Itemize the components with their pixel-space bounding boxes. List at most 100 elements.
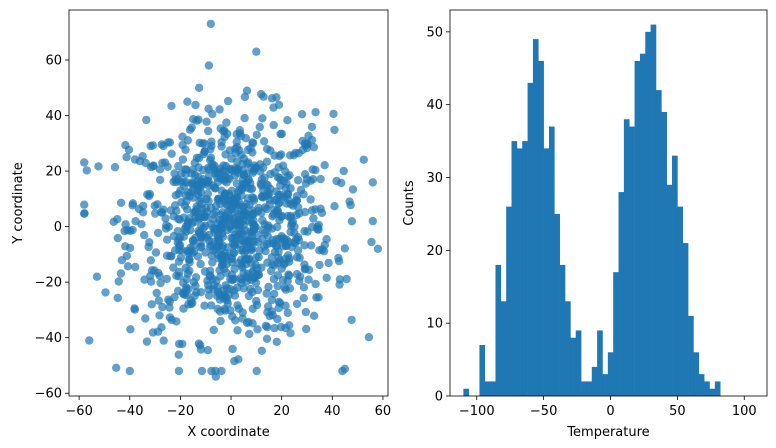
scatter-point	[215, 307, 225, 316]
scatter-point	[183, 97, 192, 106]
scatter-point	[334, 257, 344, 266]
scatter-point	[137, 220, 146, 229]
scatter-point	[296, 185, 306, 195]
scatter-point	[244, 291, 254, 301]
scatter-point	[264, 189, 274, 198]
scatter-point	[146, 162, 156, 172]
scatter-chart: −60 −40 −20 0 20 40 60 −60 −40 −20 0 20 40 60 X coordi…	[11, 9, 391, 440]
histogram-bar	[688, 315, 694, 396]
scatter-x-tick-label: 40	[324, 404, 341, 419]
scatter-point	[309, 175, 318, 184]
histogram-y-tick-label: 40	[426, 98, 443, 113]
scatter-point	[181, 165, 190, 174]
scatter-point	[293, 232, 303, 242]
scatter-point	[303, 227, 312, 236]
scatter-point	[250, 224, 259, 234]
scatter-point	[167, 252, 176, 261]
scatter-point	[126, 325, 135, 334]
scatter-point	[269, 103, 278, 112]
scatter-point	[142, 337, 152, 346]
scatter-point	[272, 93, 281, 102]
scatter-point	[130, 155, 140, 164]
scatter-point	[189, 241, 198, 250]
scatter-point	[138, 152, 147, 161]
scatter-point	[238, 180, 247, 189]
scatter-point	[148, 328, 158, 337]
scatter-point	[204, 163, 213, 172]
scatter-points	[80, 19, 383, 381]
scatter-point	[229, 286, 239, 295]
scatter-point	[267, 224, 277, 233]
scatter-point	[293, 176, 303, 185]
scatter-point	[80, 200, 89, 209]
scatter-point	[192, 116, 201, 125]
scatter-point	[228, 344, 237, 354]
scatter-x-tick-label: 0	[227, 404, 235, 419]
scatter-point	[208, 258, 217, 267]
scatter-point	[187, 169, 196, 178]
scatter-point	[117, 256, 127, 265]
histogram-bar	[693, 352, 700, 396]
histogram-y-tick-label: 10	[426, 317, 443, 332]
scatter-point	[273, 173, 283, 182]
histogram-bar	[704, 381, 710, 396]
scatter-y-tick-label: −40	[35, 331, 62, 346]
scatter-point	[273, 281, 282, 291]
scatter-point	[141, 314, 150, 323]
histogram-axes-frame	[449, 9, 768, 397]
scatter-point	[368, 178, 377, 187]
scatter-point	[211, 372, 220, 381]
scatter-point	[183, 136, 193, 145]
scatter-point	[270, 289, 279, 299]
scatter-y-tick-label: −60	[35, 387, 62, 402]
scatter-point	[169, 263, 178, 272]
scatter-point	[222, 293, 231, 302]
scatter-point	[180, 225, 189, 234]
scatter-point	[249, 209, 259, 219]
scatter-point	[203, 189, 213, 198]
scatter-point	[204, 104, 213, 114]
scatter-point	[262, 334, 272, 343]
scatter-point	[227, 254, 237, 264]
scatter-point	[257, 346, 266, 355]
scatter-point	[155, 175, 165, 185]
scatter-point	[287, 221, 296, 231]
scatter-point	[307, 206, 317, 215]
histogram-bar	[495, 264, 502, 396]
scatter-point	[187, 296, 196, 305]
histogram-y-tick-label: 0	[435, 390, 443, 405]
scatter-point	[262, 144, 272, 154]
histogram-x-tick-label: −100	[459, 404, 495, 419]
scatter-point	[265, 311, 274, 321]
scatter-point	[174, 161, 183, 171]
scatter-point	[284, 270, 293, 279]
scatter-point	[120, 226, 129, 236]
scatter-point	[174, 350, 183, 359]
scatter-point	[113, 215, 122, 224]
scatter-point	[252, 47, 261, 56]
histogram-bar	[538, 60, 544, 396]
histogram-x-tick-label: 100	[732, 404, 757, 419]
scatter-point	[199, 150, 208, 159]
scatter-point	[207, 137, 216, 146]
scatter-point	[283, 308, 292, 318]
scatter-point	[123, 262, 133, 271]
scatter-point	[347, 315, 356, 325]
scatter-point	[252, 366, 261, 376]
scatter-point	[248, 304, 257, 313]
scatter-point	[249, 194, 258, 203]
histogram-bar	[682, 243, 689, 396]
scatter-point	[220, 252, 229, 261]
scatter-point	[306, 195, 315, 204]
histogram-bar	[479, 345, 486, 396]
histogram-bar	[490, 381, 496, 396]
scatter-point	[309, 143, 319, 152]
scatter-point	[308, 165, 317, 174]
histogram-x-tick-label: 0	[606, 404, 614, 419]
scatter-point	[178, 155, 188, 164]
scatter-point	[112, 363, 121, 372]
scatter-point	[263, 322, 272, 332]
scatter-point	[263, 302, 273, 311]
scatter-point	[245, 329, 254, 339]
